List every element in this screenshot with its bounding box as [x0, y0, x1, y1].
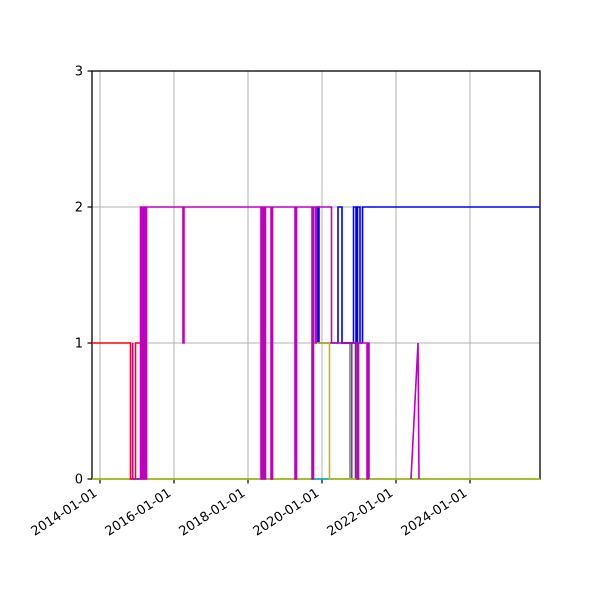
green-series-line: [341, 342, 357, 480]
gray-series-line: [340, 342, 351, 480]
x-tick-label: 2020-01-01: [251, 486, 323, 540]
x-tick-label: 2022-01-01: [325, 486, 397, 540]
x-tick-label: 2016-01-01: [103, 486, 175, 540]
y-tick-label: 0: [75, 473, 83, 488]
blue-series-line: [316, 206, 540, 344]
y-tick-label: 2: [75, 201, 83, 216]
yellow-series-line: [92, 342, 540, 480]
magenta-series-spike-line: [410, 342, 420, 480]
y-tick-labels: 0 1 2 3: [75, 65, 83, 488]
x-tick-label: 2018-01-01: [177, 486, 249, 540]
y-tick-label: 1: [75, 337, 83, 352]
x-tick-label: 2024-01-01: [399, 486, 471, 540]
magenta-series-line: [132, 206, 370, 480]
y-tick-label: 3: [75, 65, 83, 80]
x-tick-labels: 2014-01-01 2016-01-01 2018-01-01 2020-01-01…: [29, 486, 471, 540]
series-lines: [92, 206, 540, 480]
x-tick-label: 2014-01-01: [29, 486, 101, 540]
